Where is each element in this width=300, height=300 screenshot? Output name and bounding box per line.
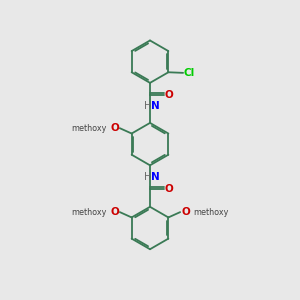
Text: O: O <box>165 90 173 100</box>
Text: methoxy: methoxy <box>71 208 106 217</box>
Text: N: N <box>152 172 160 182</box>
Text: N: N <box>152 101 160 111</box>
Text: methoxy: methoxy <box>71 124 106 133</box>
Text: methoxy: methoxy <box>194 208 229 217</box>
Text: O: O <box>165 184 173 194</box>
Text: O: O <box>110 207 119 217</box>
Text: Cl: Cl <box>184 68 195 78</box>
Text: H: H <box>143 101 151 111</box>
Text: O: O <box>110 123 119 133</box>
Text: H: H <box>143 172 151 182</box>
Text: O: O <box>181 207 190 217</box>
